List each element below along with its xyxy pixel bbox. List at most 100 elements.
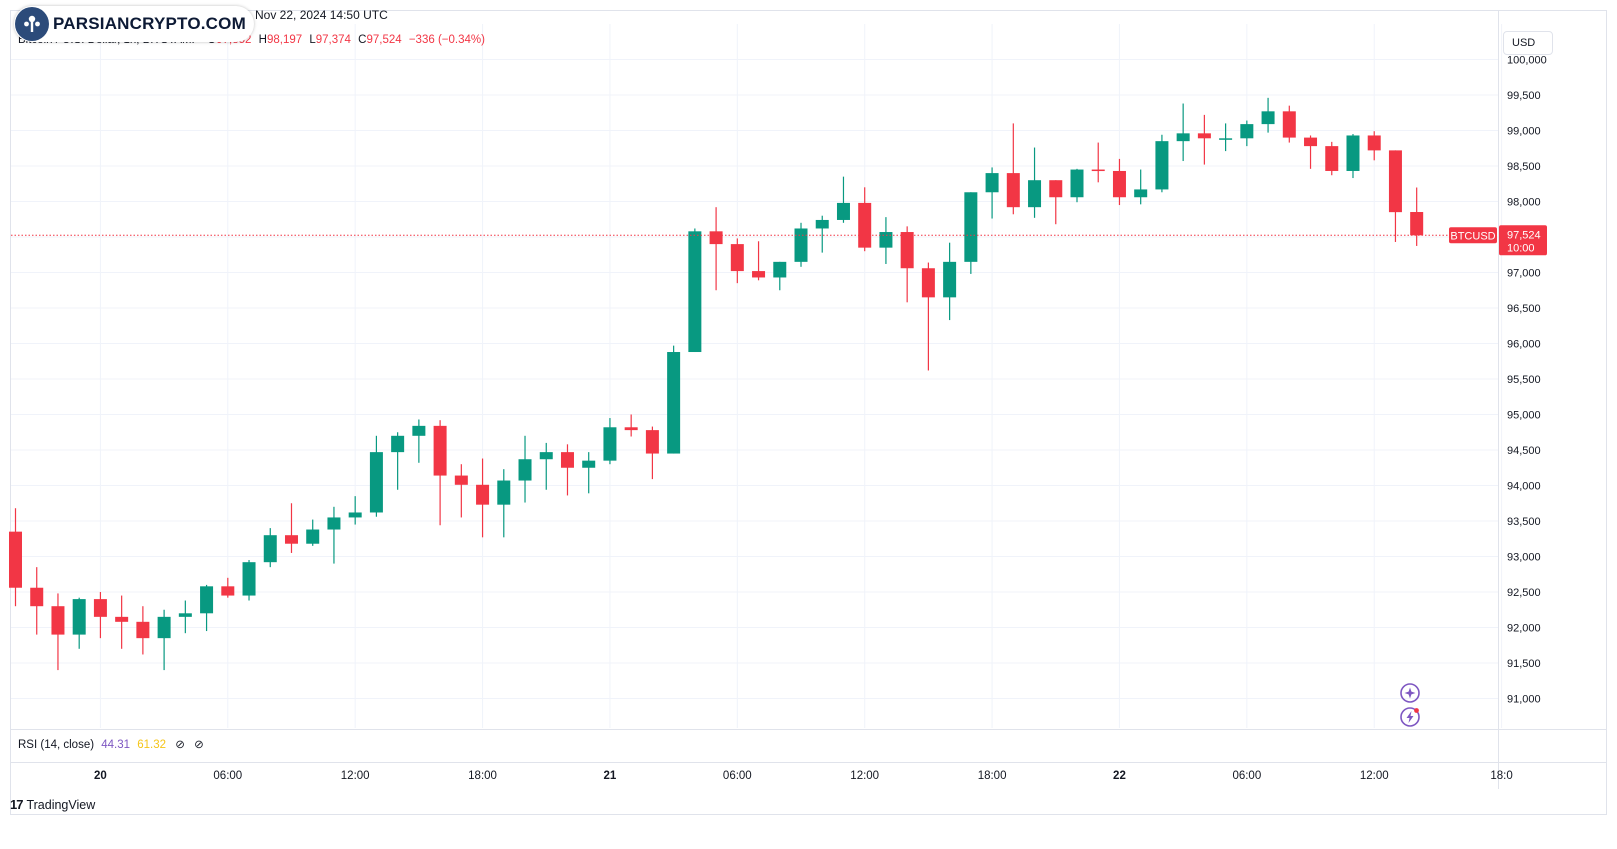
candle — [1282, 105, 1296, 143]
candle-body — [242, 562, 256, 596]
candle-body — [752, 271, 766, 278]
candle-body — [730, 244, 744, 272]
candle-body — [454, 475, 468, 485]
price-tag-value: 97,524 — [1507, 229, 1541, 241]
candle-body — [1325, 146, 1339, 171]
price-tick-label: 95,000 — [1507, 410, 1541, 422]
candle-body — [200, 586, 214, 614]
candle-body — [433, 425, 447, 476]
price-tick-label: 96,500 — [1507, 303, 1541, 315]
candle — [921, 262, 935, 371]
candle — [1070, 168, 1084, 203]
price-axis: 91,000 91,500 92,000 92,500 93,000 93,500 94,0… — [1507, 55, 1547, 706]
rsi-legend: RSI (14, close) 44.31 61.32 ⊘ ⊘ — [18, 737, 204, 751]
candle-body — [815, 219, 829, 229]
candle — [985, 167, 999, 219]
candle — [900, 226, 914, 303]
candle-body — [369, 452, 383, 513]
candle — [476, 458, 490, 538]
candle — [1049, 180, 1063, 225]
tradingview-text: TradingView — [26, 797, 96, 812]
candle-body — [964, 192, 978, 262]
candle — [539, 442, 553, 490]
candle — [560, 444, 574, 496]
candle-body — [667, 352, 681, 454]
price-tick-label: 96,000 — [1507, 339, 1541, 351]
candle — [221, 577, 235, 598]
hidden-eye-icon-2[interactable]: ⊘ — [194, 739, 204, 751]
tradingview-brand[interactable]: 17 TradingView — [10, 797, 95, 812]
candle — [794, 222, 808, 267]
price-tick-label: 99,000 — [1507, 126, 1541, 138]
candle — [9, 508, 22, 607]
chart-frame — [10, 10, 1607, 815]
candle-body — [518, 459, 532, 481]
currency-button[interactable]: USD — [1503, 31, 1553, 55]
price-tick-label: 94,000 — [1507, 481, 1541, 493]
candle — [51, 593, 65, 671]
time-tick-label: 06:00 — [723, 770, 752, 782]
candle-body — [1282, 111, 1296, 138]
candle — [93, 592, 107, 639]
price-tick-label: 92,500 — [1507, 587, 1541, 599]
candle-body — [858, 202, 872, 248]
candle — [858, 187, 872, 252]
candle — [964, 192, 978, 274]
change-value: −336 (−0.34%) — [408, 34, 485, 46]
candle — [688, 228, 702, 353]
candle — [327, 506, 341, 564]
candle-body — [1006, 173, 1020, 208]
candle-body — [391, 435, 405, 453]
candle — [348, 496, 362, 525]
candle-body — [921, 268, 935, 298]
watermark-logo: PARSIANCRYPTO.COM — [14, 6, 254, 42]
candle-body — [1240, 124, 1254, 139]
candle — [815, 215, 829, 253]
candle-body — [539, 452, 553, 460]
candle — [1346, 134, 1360, 179]
candle-body — [178, 613, 192, 617]
candle-body — [497, 480, 511, 505]
candle — [943, 242, 957, 321]
candle-body — [1028, 180, 1042, 208]
candle-body — [327, 517, 341, 530]
candle — [200, 584, 214, 632]
sparkle-icon[interactable] — [1399, 682, 1421, 704]
rsi-name[interactable]: RSI (14, close) — [18, 739, 95, 751]
time-tick-label: 18:00 — [978, 770, 1007, 782]
header-datetime: Nov 22, 2024 14:50 UTC — [255, 8, 388, 22]
candle-body — [157, 616, 171, 639]
candle-body — [30, 587, 44, 607]
candle — [284, 503, 298, 553]
candle — [412, 419, 426, 463]
candle-body — [93, 599, 107, 617]
lightning-icon[interactable] — [1399, 706, 1421, 728]
candle — [1091, 142, 1105, 183]
time-axis: 20 06:00 12:00 18:00 21 06:00 12:00 18:00 22 06:0… — [94, 770, 1513, 782]
candle-body — [1219, 138, 1233, 140]
candle — [624, 414, 638, 437]
hidden-eye-icon[interactable]: ⊘ — [175, 739, 185, 751]
close-key: C — [358, 34, 367, 46]
candle — [1006, 123, 1020, 215]
candle — [603, 418, 617, 465]
candle — [1176, 103, 1190, 162]
price-tick-label: 99,500 — [1507, 90, 1541, 102]
candle-body — [900, 232, 914, 269]
price-tick-label: 98,500 — [1507, 161, 1541, 173]
candle — [369, 435, 383, 517]
time-tick-label: 21 — [604, 770, 617, 782]
candle — [1134, 169, 1148, 205]
candle-body — [1367, 135, 1381, 151]
candle — [645, 426, 659, 480]
symbol-tag-label: BTCUSD — [1450, 230, 1495, 242]
tradingview-logo-icon: 17 — [10, 797, 24, 812]
candle-body — [306, 529, 320, 544]
candle — [773, 261, 787, 291]
candle — [157, 609, 171, 671]
candle — [136, 606, 150, 655]
candle — [752, 241, 766, 281]
candle-body — [1388, 150, 1402, 213]
